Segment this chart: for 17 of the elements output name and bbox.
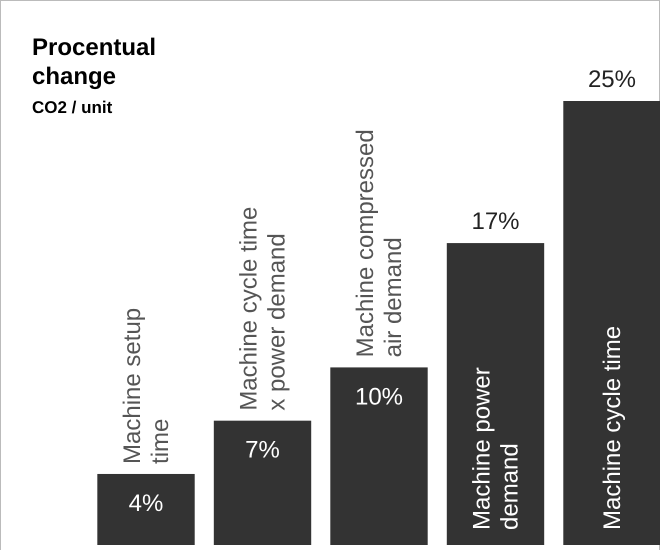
x-tick-label: Machine compressed air demand — [352, 129, 407, 358]
x-tick-label: Machine power demand — [468, 367, 524, 530]
bar — [97, 474, 195, 545]
x-tick-label: Machine setup time — [119, 308, 174, 464]
bar — [563, 101, 660, 545]
x-tick-label: Machine cycle time x power demand — [236, 206, 291, 411]
chart-subtitle: CO2 / unit — [32, 98, 113, 117]
data-label: 4% — [128, 490, 164, 517]
data-label: 7% — [245, 436, 280, 464]
bar — [330, 367, 428, 545]
bar — [214, 420, 312, 545]
x-tick-label: Machine cycle time — [598, 326, 626, 530]
chart-title: Procentual change — [32, 34, 156, 90]
data-label: 10% — [354, 383, 404, 410]
data-label: 25% — [588, 66, 636, 93]
bar — [446, 243, 544, 545]
data-label: 17% — [471, 208, 520, 236]
